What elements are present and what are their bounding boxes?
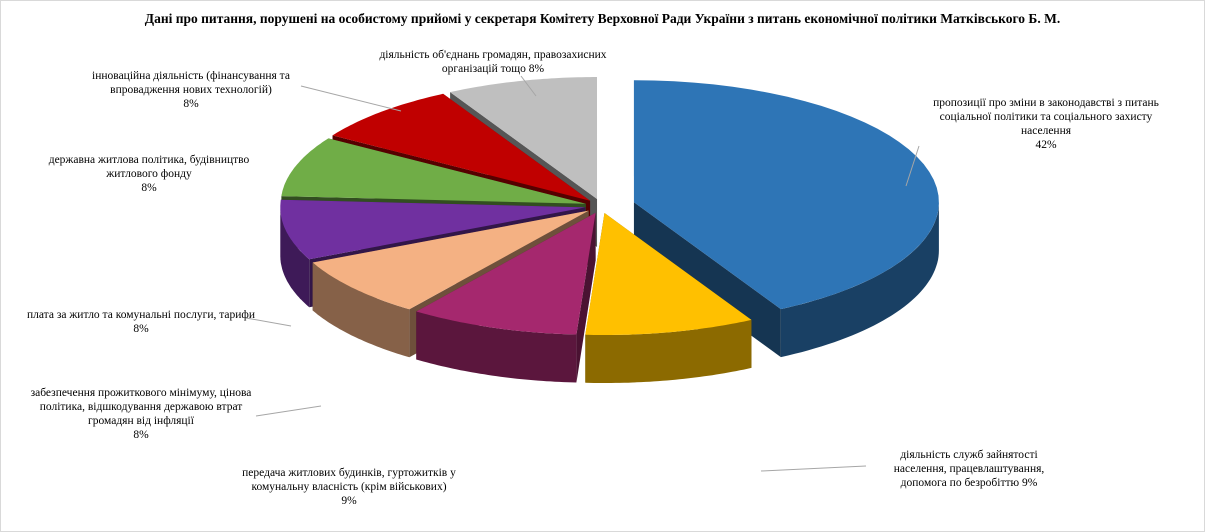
value-label: 42% (1035, 139, 1057, 151)
slice-wall (416, 311, 577, 383)
category-label: державна житлова політика, будівництво ж… (48, 154, 250, 180)
slice (416, 212, 596, 335)
value-label: 8% (183, 98, 199, 110)
slice-wall (312, 262, 410, 358)
data-label: державна житлова політика, будівництво ж… (29, 153, 269, 195)
slice-wall (280, 207, 310, 308)
slice (633, 80, 939, 310)
leader-line (905, 145, 920, 187)
category-label: діяльність служб зайнятості населення, п… (893, 449, 1045, 489)
category-label: пропозиції про зміни в законодавстві з п… (933, 97, 1159, 137)
data-label: діяльність об'єднань громадян, правозахи… (358, 48, 628, 76)
slice (312, 210, 589, 310)
data-label: пропозиції про зміни в законодавстві з п… (921, 96, 1171, 152)
value-label: 8% (133, 429, 149, 441)
leader-line (760, 465, 867, 472)
leader-line (520, 75, 537, 97)
slice-wall (585, 319, 752, 383)
category-label: передача житлових будинків, гуртожитків … (242, 467, 456, 493)
slice (280, 199, 586, 260)
category-label: діяльність об'єднань громадян, правозахи… (379, 49, 607, 75)
leader-line (255, 405, 322, 417)
value-label: 9% (1022, 477, 1038, 489)
value-label: 8% (133, 323, 149, 335)
slice (281, 138, 586, 204)
category-label: інноваційна діяльність (фінансування та … (92, 70, 290, 96)
data-label: діяльність служб зайнятості населення, п… (874, 448, 1064, 490)
value-label: 8% (528, 63, 545, 75)
value-label: 9% (341, 495, 357, 507)
data-label: передача житлових будинків, гуртожитків … (224, 466, 474, 508)
category-label: плата за житло та комунальні послуги, та… (26, 309, 256, 321)
leader-line (300, 85, 402, 112)
chart-title: Дані про питання, порушені на особистому… (144, 11, 1061, 26)
data-label: плата за житло та комунальні послуги, та… (19, 308, 264, 336)
slice (585, 213, 752, 335)
leader-line (245, 317, 292, 327)
slice (332, 93, 591, 201)
slice (450, 77, 598, 200)
value-label: 8% (141, 182, 157, 194)
slice-wall (780, 202, 939, 358)
category-label: забезпечення прожиткового мінімуму, ціно… (30, 387, 252, 427)
data-label: інноваційна діяльність (фінансування та … (61, 69, 321, 111)
data-label: забезпечення прожиткового мінімуму, ціно… (16, 386, 266, 442)
